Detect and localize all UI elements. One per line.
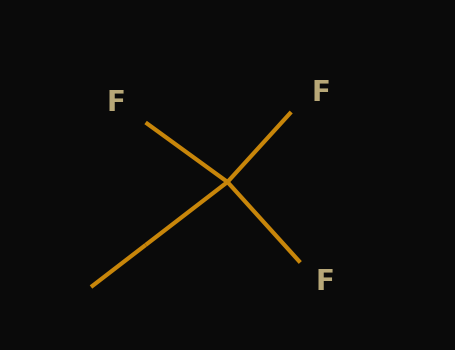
Text: F: F [316, 268, 335, 296]
Text: F: F [311, 79, 330, 107]
Text: F: F [106, 89, 126, 117]
